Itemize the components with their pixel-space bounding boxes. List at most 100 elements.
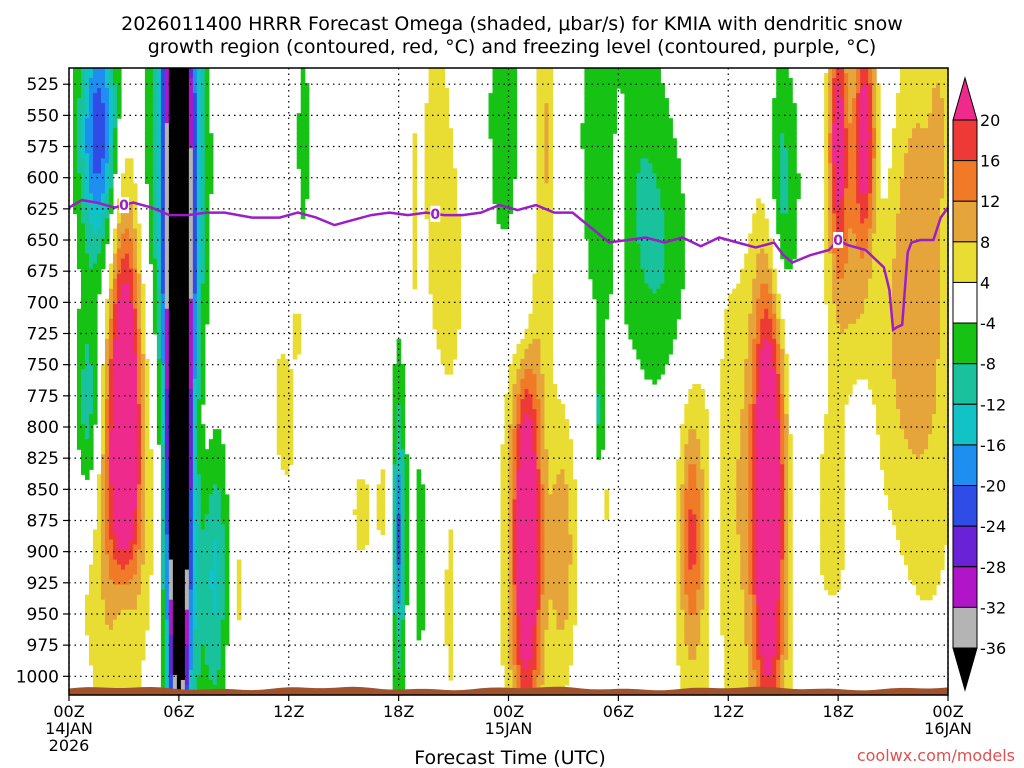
omega-cell: [756, 263, 761, 270]
omega-cell: [932, 83, 937, 89]
omega-cell: [432, 153, 438, 159]
omega-cell: [920, 108, 925, 114]
omega-cell: [884, 238, 889, 245]
omega-cell: [84, 238, 90, 245]
omega-cell: [156, 168, 162, 174]
omega-cell: [504, 173, 510, 179]
omega-cell: [924, 283, 929, 290]
omega-cell: [632, 103, 637, 109]
omega-cell: [108, 128, 114, 134]
omega-cell: [644, 218, 649, 225]
omega-cell: [304, 148, 310, 154]
omega-cell: [840, 208, 845, 215]
omega-cell: [456, 258, 462, 265]
omega-cell: [500, 213, 506, 220]
omega-cell: [876, 228, 881, 235]
omega-cell: [940, 73, 945, 79]
omega-cell: [832, 133, 837, 139]
omega-cell: [184, 83, 190, 89]
omega-cell: [148, 88, 154, 94]
omega-cell: [856, 193, 861, 200]
omega-cell: [428, 278, 434, 285]
omega-cell: [672, 193, 677, 200]
omega-cell: [916, 78, 921, 84]
omega-cell: [76, 73, 82, 79]
omega-cell: [108, 193, 114, 200]
omega-cell: [664, 133, 669, 139]
omega-cell: [504, 78, 510, 84]
omega-cell: [104, 113, 110, 119]
omega-cell: [636, 243, 641, 250]
omega-cell: [680, 278, 685, 285]
omega-cell: [100, 238, 106, 245]
omega-cell: [436, 168, 442, 174]
omega-cell: [944, 228, 949, 235]
omega-cell: [868, 153, 873, 159]
omega-cell: [920, 178, 925, 184]
omega-cell: [672, 188, 677, 194]
omega-cell: [876, 153, 881, 159]
omega-cell: [932, 193, 937, 200]
omega-cell: [900, 223, 905, 230]
omega-cell: [92, 213, 98, 220]
omega-cell: [624, 158, 629, 164]
omega-cell: [204, 158, 210, 164]
omega-cell: [920, 158, 925, 164]
omega-cell: [600, 68, 605, 74]
omega-cell: [184, 203, 190, 210]
omega-cell: [652, 238, 657, 245]
omega-cell: [536, 123, 542, 129]
omega-cell: [672, 178, 677, 184]
omega-cell: [448, 158, 454, 164]
omega-cell: [200, 93, 206, 99]
omega-cell: [840, 188, 845, 194]
omega-cell: [904, 158, 909, 164]
omega-cell: [200, 238, 206, 245]
omega-cell: [112, 148, 118, 154]
omega-cell: [176, 68, 182, 74]
omega-cell: [496, 83, 502, 89]
omega-cell: [424, 158, 430, 164]
omega-cell: [772, 98, 777, 104]
omega-cell: [100, 83, 106, 89]
omega-cell: [100, 148, 106, 154]
omega-cell: [300, 148, 306, 154]
omega-cell: [432, 128, 438, 134]
omega-cell: [200, 113, 206, 119]
omega-cell: [536, 103, 542, 109]
omega-cell: [84, 308, 90, 315]
omega-cell: [876, 233, 881, 240]
omega-cell: [508, 128, 514, 134]
omega-cell: [936, 288, 941, 295]
omega-cell: [908, 283, 913, 290]
omega-cell: [96, 98, 102, 104]
omega-cell: [864, 73, 869, 79]
omega-cell: [832, 128, 837, 134]
omega-cell: [608, 233, 613, 240]
omega-cell: [204, 308, 210, 315]
omega-cell: [104, 188, 110, 194]
omega-cell: [940, 143, 945, 149]
omega-cell: [588, 248, 594, 255]
omega-cell: [76, 258, 82, 265]
omega-cell: [856, 93, 861, 99]
omega-cell: [144, 103, 150, 109]
omega-cell: [792, 128, 797, 134]
omega-cell: [632, 288, 637, 295]
omega-cell: [652, 233, 657, 240]
omega-cell: [636, 218, 641, 225]
omega-cell: [900, 248, 905, 255]
omega-cell: [600, 253, 605, 260]
omega-cell: [852, 268, 857, 275]
omega-cell: [936, 193, 941, 200]
omega-cell: [788, 118, 793, 124]
omega-cell: [944, 133, 949, 139]
omega-cell: [132, 283, 138, 290]
omega-cell: [892, 233, 897, 240]
omega-cell: [196, 213, 202, 220]
omega-cell: [440, 113, 446, 119]
omega-cell: [192, 88, 198, 94]
omega-cell: [548, 293, 554, 300]
omega-cell: [132, 253, 138, 260]
omega-cell: [872, 293, 877, 300]
